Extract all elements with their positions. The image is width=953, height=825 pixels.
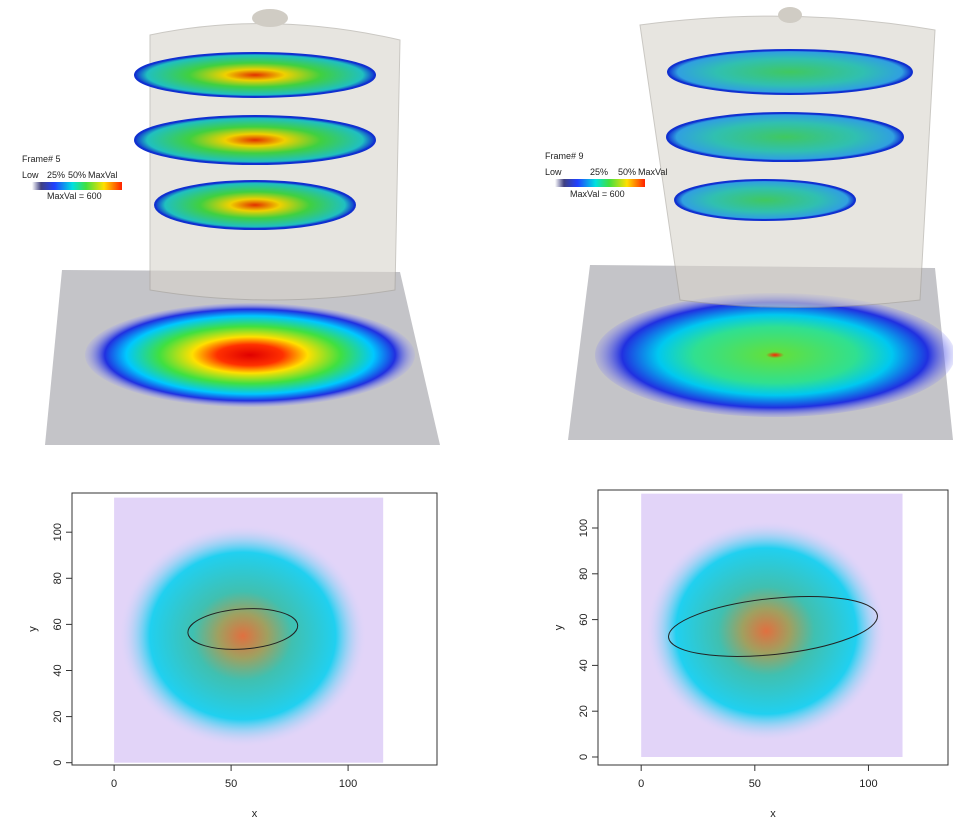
x-tick-label: 50 (225, 778, 237, 790)
x-tick-label: 100 (339, 778, 357, 790)
x-axis-label: x (770, 808, 776, 820)
y-tick-label: 60 (52, 618, 64, 630)
colorbar (32, 182, 122, 190)
legend-label: 25% (47, 170, 65, 180)
legend-label: MaxVal (638, 167, 667, 177)
y-tick-label: 100 (578, 519, 590, 537)
y-tick-label: 20 (52, 710, 64, 722)
heatmap (645, 520, 887, 742)
x-tick-label: 100 (859, 778, 877, 790)
y-tick-label: 0 (52, 760, 64, 766)
plot-frame (71, 492, 438, 766)
legend-label: 50% (68, 170, 86, 180)
render-3d (45, 9, 440, 445)
y-tick-label: 40 (578, 659, 590, 671)
contour (187, 608, 299, 650)
x-axis-label: x (252, 808, 258, 820)
legend: Frame# 9 Low 25% 50% MaxVal MaxVal = 600 (545, 151, 667, 199)
legend-max: MaxVal = 600 (570, 189, 625, 199)
y-tick-label: 40 (52, 664, 64, 676)
y-tick-label: 80 (52, 572, 64, 584)
legend-max: MaxVal = 600 (47, 191, 102, 201)
legend-label: 25% (590, 167, 608, 177)
legend: Frame# 5 Low 25% 50% MaxVal MaxVal = 600 (22, 154, 122, 201)
plot-frame (597, 489, 949, 766)
x-tick-label: 0 (638, 778, 644, 790)
y-axis-label: y (27, 626, 39, 632)
x-tick-label: 0 (111, 778, 117, 790)
colorbar (555, 179, 645, 187)
y-tick-label: 20 (578, 705, 590, 717)
frame-label: Frame# 5 (22, 154, 61, 164)
y-tick-label: 100 (52, 523, 64, 541)
x-tick-label: 50 (749, 778, 761, 790)
legend-label: Low (22, 170, 39, 180)
contour (668, 596, 878, 657)
legend-label: MaxVal (88, 170, 117, 180)
y-axis-label: y (553, 624, 565, 630)
y-tick-label: 80 (578, 568, 590, 580)
y-tick-label: 0 (578, 754, 590, 760)
render-3d (568, 7, 953, 440)
heatmap (119, 524, 367, 748)
legend-label: 50% (618, 167, 636, 177)
legend-label: Low (545, 167, 562, 177)
y-tick-label: 60 (578, 613, 590, 625)
frame-label: Frame# 9 (545, 151, 584, 161)
